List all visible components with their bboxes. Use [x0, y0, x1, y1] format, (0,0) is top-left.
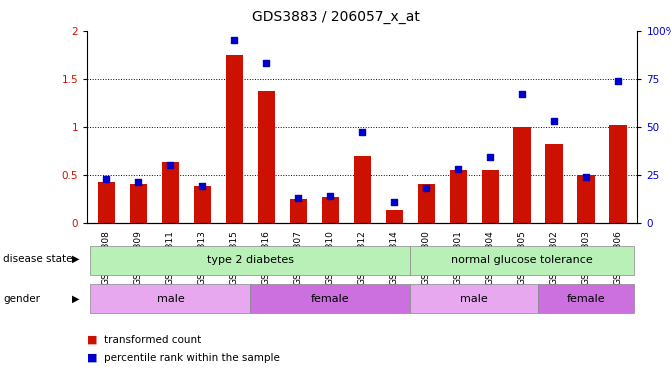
Bar	[546, 144, 563, 223]
Bar	[513, 127, 531, 223]
Text: normal glucose tolerance: normal glucose tolerance	[452, 255, 593, 265]
Point	[549, 118, 560, 124]
Point	[421, 185, 431, 191]
Point	[453, 166, 464, 172]
Text: ▶: ▶	[72, 294, 79, 304]
Text: ■: ■	[87, 335, 98, 345]
Bar	[162, 162, 179, 223]
Point	[325, 193, 336, 199]
Text: percentile rank within the sample: percentile rank within the sample	[104, 353, 280, 363]
Text: gender: gender	[3, 294, 40, 304]
Bar	[290, 199, 307, 223]
Bar	[386, 210, 403, 223]
Text: male: male	[156, 293, 185, 304]
Point	[613, 78, 623, 84]
Bar	[578, 175, 595, 223]
Bar	[354, 156, 371, 223]
Bar	[130, 184, 147, 223]
Point	[197, 183, 208, 189]
Point	[581, 174, 592, 180]
Text: transformed count: transformed count	[104, 335, 201, 345]
Point	[229, 37, 240, 43]
Point	[293, 195, 304, 201]
Text: male: male	[460, 293, 488, 304]
Bar	[194, 186, 211, 223]
Bar	[609, 125, 627, 223]
Bar	[538, 284, 634, 313]
Bar	[91, 284, 250, 313]
Bar	[417, 184, 435, 223]
Point	[485, 154, 496, 161]
Text: female: female	[567, 293, 606, 304]
Point	[261, 60, 272, 66]
Bar	[250, 284, 411, 313]
Bar	[482, 170, 499, 223]
Text: female: female	[311, 293, 350, 304]
Text: ▶: ▶	[72, 254, 79, 264]
Bar	[411, 246, 634, 275]
Bar	[225, 55, 243, 223]
Bar	[91, 246, 411, 275]
Point	[517, 91, 527, 97]
Text: disease state: disease state	[3, 254, 73, 264]
Bar	[258, 91, 275, 223]
Point	[357, 129, 368, 136]
Bar	[321, 197, 339, 223]
Bar	[450, 170, 467, 223]
Point	[101, 175, 112, 182]
Point	[389, 199, 400, 205]
Text: GDS3883 / 206057_x_at: GDS3883 / 206057_x_at	[252, 10, 419, 23]
Bar	[411, 284, 538, 313]
Text: type 2 diabetes: type 2 diabetes	[207, 255, 294, 265]
Point	[133, 179, 144, 185]
Bar	[97, 182, 115, 223]
Point	[165, 162, 176, 168]
Text: ■: ■	[87, 353, 98, 363]
